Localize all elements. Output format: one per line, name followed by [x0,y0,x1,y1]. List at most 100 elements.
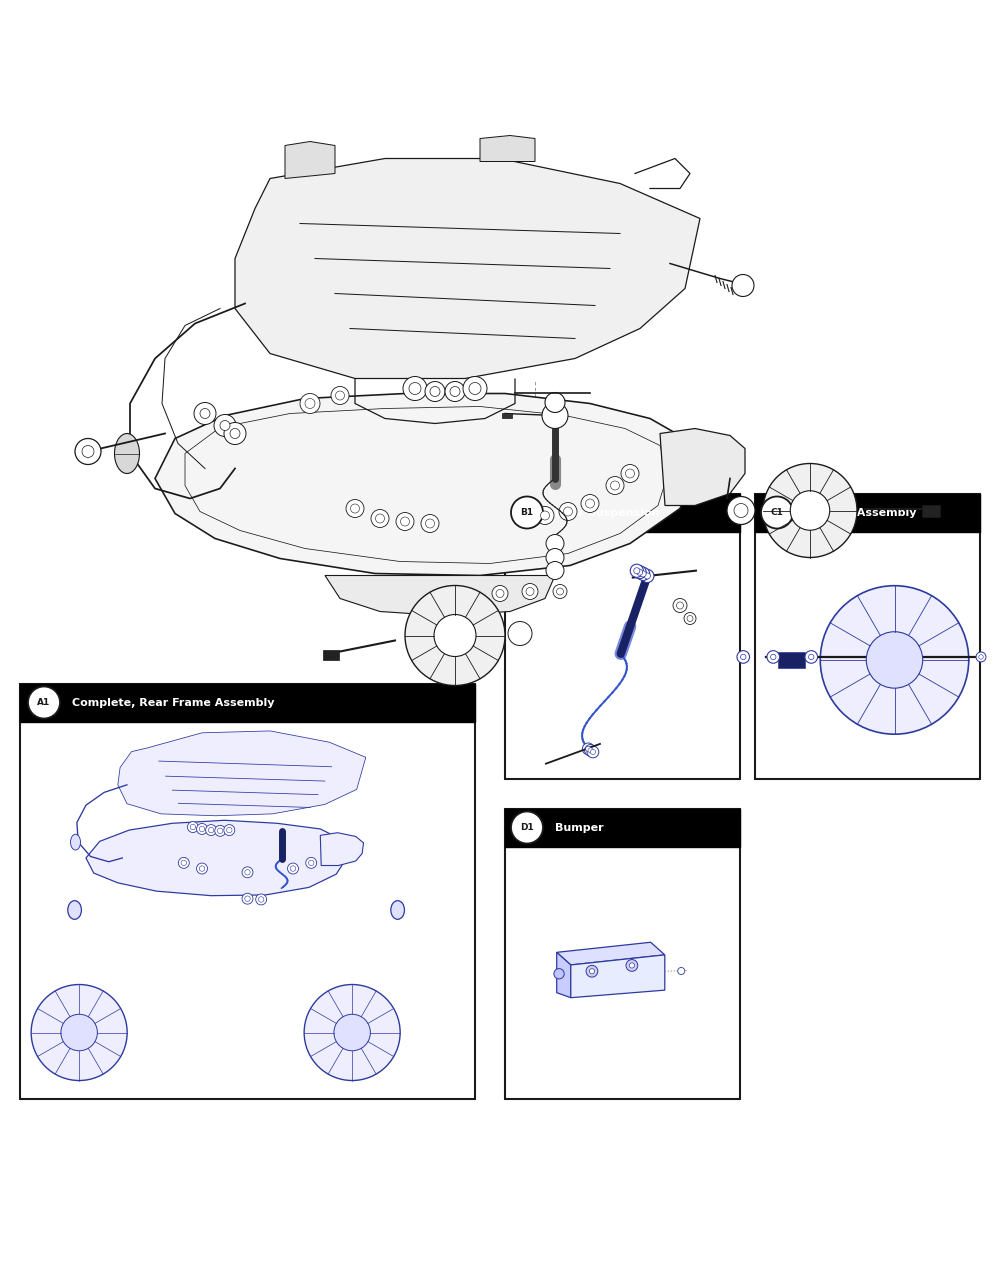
Circle shape [288,863,298,874]
Circle shape [217,829,223,834]
Bar [755,494,980,531]
Circle shape [979,655,983,659]
Polygon shape [118,731,366,816]
Circle shape [767,651,780,663]
Bar [505,808,740,846]
Circle shape [976,653,986,661]
Circle shape [540,511,550,519]
Circle shape [559,503,577,521]
Circle shape [687,616,693,622]
Circle shape [61,1015,97,1050]
Circle shape [224,825,235,835]
Circle shape [197,863,207,874]
Circle shape [644,573,650,579]
Circle shape [673,598,687,612]
Circle shape [305,399,315,408]
Circle shape [208,827,214,832]
Polygon shape [86,820,347,896]
Bar [20,683,475,1098]
Circle shape [586,499,594,508]
Circle shape [371,509,389,527]
Circle shape [606,476,624,494]
Circle shape [409,383,421,394]
Circle shape [640,571,646,576]
Circle shape [331,386,349,404]
Circle shape [763,464,857,557]
Circle shape [511,497,543,528]
Text: Anti-Tip Assembly: Anti-Tip Assembly [805,508,916,517]
Circle shape [403,376,427,400]
Circle shape [508,622,532,645]
Circle shape [582,742,594,755]
Text: D1: D1 [520,824,534,832]
Polygon shape [320,832,364,865]
Bar [505,808,740,1098]
Circle shape [75,438,101,465]
Circle shape [308,860,314,865]
Circle shape [445,381,465,402]
Circle shape [637,568,650,580]
Bar [323,650,339,660]
Circle shape [805,651,818,663]
Circle shape [589,969,595,974]
Circle shape [553,584,567,598]
Circle shape [546,549,564,566]
Circle shape [200,408,210,418]
Polygon shape [557,953,571,997]
Circle shape [866,632,923,688]
Circle shape [197,824,207,835]
Circle shape [396,512,414,531]
Circle shape [771,654,776,660]
Circle shape [242,867,253,878]
Circle shape [492,585,508,602]
Circle shape [522,584,538,599]
Circle shape [450,386,460,397]
Circle shape [526,588,534,595]
Circle shape [820,585,969,734]
Circle shape [306,858,317,868]
Circle shape [258,897,264,902]
Bar [20,683,475,721]
Circle shape [676,602,684,609]
Circle shape [430,386,440,397]
Bar [755,494,980,778]
Circle shape [586,965,598,977]
Circle shape [511,811,543,844]
Circle shape [684,612,696,625]
Circle shape [556,588,564,595]
Circle shape [178,858,189,868]
Polygon shape [480,136,535,161]
Circle shape [761,497,793,528]
Circle shape [82,446,94,457]
Circle shape [336,392,344,400]
Circle shape [31,984,127,1081]
Circle shape [290,865,296,872]
Text: C1: C1 [771,508,783,517]
Text: Bumper: Bumper [555,822,604,832]
Circle shape [334,1015,370,1050]
Circle shape [214,414,236,437]
Circle shape [633,565,646,579]
Ellipse shape [68,901,81,920]
Circle shape [610,481,620,490]
Circle shape [732,275,754,296]
Polygon shape [660,428,745,506]
Bar [922,504,940,517]
Circle shape [190,825,196,830]
Circle shape [634,568,640,574]
Polygon shape [155,394,695,575]
Circle shape [421,514,439,532]
Circle shape [741,654,746,660]
Circle shape [405,585,505,685]
Circle shape [585,745,596,756]
Circle shape [809,654,814,660]
Circle shape [678,968,685,974]
Circle shape [546,535,564,552]
Circle shape [227,827,232,832]
Circle shape [256,895,267,905]
Circle shape [546,561,564,579]
Circle shape [564,507,572,516]
Circle shape [734,503,748,517]
Circle shape [630,564,643,578]
Polygon shape [557,943,665,965]
